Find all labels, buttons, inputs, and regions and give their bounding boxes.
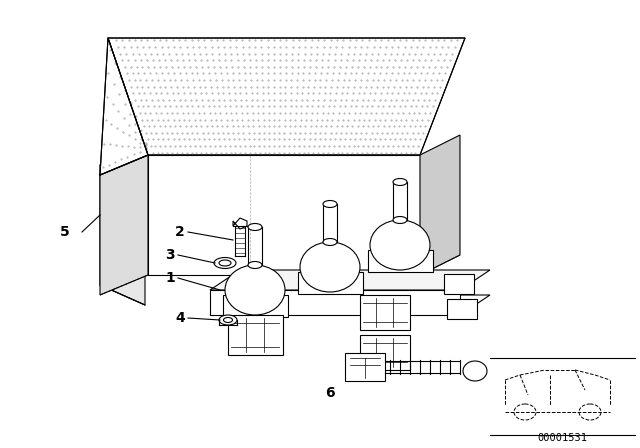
Polygon shape bbox=[100, 155, 148, 295]
Bar bbox=[223, 295, 288, 317]
Ellipse shape bbox=[393, 178, 407, 185]
Ellipse shape bbox=[579, 404, 601, 420]
Ellipse shape bbox=[323, 201, 337, 207]
Text: 3: 3 bbox=[165, 248, 175, 262]
Text: 4: 4 bbox=[175, 311, 185, 325]
Ellipse shape bbox=[323, 238, 337, 246]
Polygon shape bbox=[100, 38, 148, 175]
Ellipse shape bbox=[214, 258, 236, 268]
FancyBboxPatch shape bbox=[444, 274, 474, 294]
Polygon shape bbox=[420, 135, 460, 275]
Ellipse shape bbox=[463, 361, 487, 381]
Text: 2: 2 bbox=[175, 225, 185, 239]
Ellipse shape bbox=[225, 265, 285, 315]
Ellipse shape bbox=[248, 262, 262, 268]
Polygon shape bbox=[233, 218, 247, 229]
FancyBboxPatch shape bbox=[447, 299, 477, 319]
Polygon shape bbox=[210, 270, 490, 290]
Ellipse shape bbox=[248, 224, 262, 231]
Ellipse shape bbox=[300, 242, 360, 292]
Ellipse shape bbox=[393, 216, 407, 224]
Polygon shape bbox=[210, 295, 490, 315]
Ellipse shape bbox=[219, 315, 237, 325]
Bar bbox=[298, 272, 363, 294]
Text: 00001531: 00001531 bbox=[537, 433, 587, 443]
Bar bbox=[228, 315, 283, 355]
Bar bbox=[360, 295, 410, 330]
Bar bbox=[345, 353, 385, 381]
Polygon shape bbox=[210, 290, 460, 315]
Bar bbox=[360, 335, 410, 370]
Bar bbox=[368, 250, 433, 272]
Polygon shape bbox=[100, 165, 145, 305]
Text: 5: 5 bbox=[60, 225, 70, 239]
Polygon shape bbox=[108, 38, 465, 155]
Ellipse shape bbox=[219, 260, 231, 266]
Text: 6: 6 bbox=[325, 386, 335, 400]
Ellipse shape bbox=[514, 404, 536, 420]
Text: 1: 1 bbox=[165, 271, 175, 285]
Polygon shape bbox=[148, 155, 420, 275]
Ellipse shape bbox=[370, 220, 430, 270]
Ellipse shape bbox=[223, 318, 232, 323]
